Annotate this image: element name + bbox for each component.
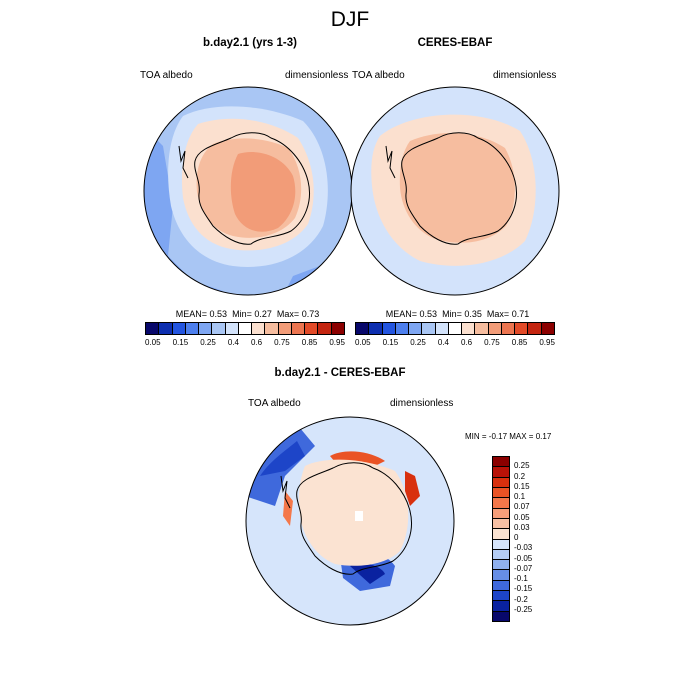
diff-minmax: MIN = -0.17 MAX = 0.17 [465, 432, 552, 441]
diff-colorbar-swatch [493, 529, 509, 540]
colorbar-swatch [278, 323, 292, 334]
diff-colorbar-swatch [493, 560, 509, 571]
diff-colorbar-swatch [493, 539, 509, 550]
colorbar-swatch [199, 323, 213, 334]
colorbar-swatch [238, 323, 253, 334]
colorbar-swatch [331, 323, 344, 334]
left-map [143, 86, 353, 296]
colorbar-swatch [318, 323, 332, 334]
colorbar-swatch [172, 323, 186, 334]
colorbar-tick-label: 0.6 [460, 338, 473, 347]
colorbar-swatch [212, 323, 226, 334]
colorbar-tick-label: 0.95 [329, 338, 345, 347]
diff-colorbar [492, 456, 510, 622]
diff-colorbar-tick-label: -0.07 [514, 563, 533, 573]
colorbar-swatch [159, 323, 173, 334]
colorbar-swatch [356, 323, 370, 334]
diff-colorbar-tick-label: -0.03 [514, 543, 533, 553]
diff-colorbar-tick-label: 0.25 [514, 461, 530, 471]
diff-colorbar-tick-label: 0.05 [514, 512, 530, 522]
diff-colorbar-tick-label: -0.2 [514, 594, 528, 604]
colorbar-swatch [252, 323, 266, 334]
colorbar-tick-label: 0.6 [250, 338, 263, 347]
colorbar-tick-label: 0.15 [382, 338, 399, 347]
colorbar-tick-label: 0.85 [511, 338, 528, 347]
diff-colorbar-swatch [493, 477, 509, 488]
colorbar-tick-label: 0.75 [484, 338, 500, 347]
figure-title: DJF [330, 8, 370, 31]
colorbar-swatch [528, 323, 542, 334]
diff-colorbar-tick-label: 0 [514, 533, 519, 542]
colorbar-swatch [448, 323, 463, 334]
left-colorbar: 0.05 0.15 0.25 0.4 0.6 0.75 0.85 0.95 [145, 322, 345, 347]
right-map [350, 86, 560, 296]
diff-variable-label: TOA albedo [248, 398, 301, 409]
colorbar-tick-label: 0.4 [437, 338, 449, 347]
diff-colorbar-swatch [493, 591, 509, 602]
colorbar-swatch [515, 323, 529, 334]
colorbar-swatch [475, 323, 489, 334]
colorbar-swatch [225, 323, 239, 334]
diff-colorbar-swatch [493, 508, 509, 519]
colorbar-swatch [462, 323, 476, 334]
colorbar-swatch [291, 323, 306, 334]
colorbar-swatch [146, 323, 160, 334]
right-units-label: dimensionless [493, 70, 557, 81]
colorbar-swatch [435, 323, 449, 334]
diff-colorbar-tick-label: 0.07 [514, 502, 530, 512]
colorbar-swatch [541, 323, 554, 334]
left-variable-label: TOA albedo [140, 70, 193, 81]
colorbar-swatch [305, 323, 319, 334]
diff-colorbar-tick-label: -0.25 [514, 604, 533, 614]
left-stats: MEAN= 0.53 Min= 0.27 Max= 0.73 [175, 309, 320, 319]
colorbar-tick-label: 0.25 [410, 338, 426, 347]
diff-colorbar-tick-label: 0.15 [514, 481, 530, 491]
diff-colorbar-tick-label: 0.03 [514, 522, 530, 532]
diff-colorbar-tick-label: 0.1 [514, 492, 526, 501]
diff-colorbar-swatch [493, 570, 509, 581]
colorbar-swatch [501, 323, 516, 334]
diff-colorbar-swatch [493, 601, 509, 612]
left-units-label: dimensionless [285, 70, 349, 81]
colorbar-tick-label: 0.85 [301, 338, 318, 347]
right-panel-title: CERES-EBAF [417, 37, 493, 49]
diff-colorbar-swatch [493, 611, 509, 621]
colorbar-swatch [265, 323, 279, 334]
colorbar-tick-label: 0.95 [539, 338, 555, 347]
colorbar-swatch [382, 323, 396, 334]
diff-colorbar-swatch [493, 518, 509, 530]
colorbar-tick-label: 0.05 [355, 338, 371, 347]
colorbar-swatch [422, 323, 436, 334]
right-stats: MEAN= 0.53 Min= 0.35 Max= 0.71 [385, 309, 530, 319]
diff-colorbar-swatch [493, 580, 509, 592]
colorbar-tick-label: 0.75 [274, 338, 290, 347]
diff-colorbar-tick-label: -0.1 [514, 574, 528, 583]
diff-colorbar-swatch [493, 498, 509, 509]
right-variable-label: TOA albedo [352, 70, 405, 81]
diff-colorbar-swatch [493, 467, 509, 478]
colorbar-tick-label: 0.15 [172, 338, 189, 347]
diff-colorbar-tick-label: -0.05 [514, 553, 533, 563]
colorbar-swatch [488, 323, 502, 334]
colorbar-tick-label: 0.4 [227, 338, 239, 347]
diff-colorbar-tick-label: -0.15 [514, 584, 533, 594]
colorbar-swatch [185, 323, 200, 334]
colorbar-swatch [395, 323, 410, 334]
diff-units-label: dimensionless [390, 398, 454, 409]
diff-colorbar-tick-label: 0.2 [514, 471, 526, 481]
diff-colorbar-swatch [493, 549, 509, 561]
left-panel-title: b.day2.1 (yrs 1-3) [203, 37, 297, 49]
colorbar-tick-label: 0.05 [145, 338, 161, 347]
colorbar-swatch [409, 323, 423, 334]
diff-map [245, 416, 455, 626]
diff-panel-title: b.day2.1 - CERES-EBAF [274, 367, 406, 379]
colorbar-swatch [369, 323, 383, 334]
colorbar-tick-label: 0.25 [200, 338, 216, 347]
diff-colorbar-swatch [493, 487, 509, 499]
diff-colorbar-swatch [493, 457, 509, 468]
right-colorbar: 0.05 0.15 0.25 0.4 0.6 0.75 0.85 0.95 [355, 322, 555, 347]
